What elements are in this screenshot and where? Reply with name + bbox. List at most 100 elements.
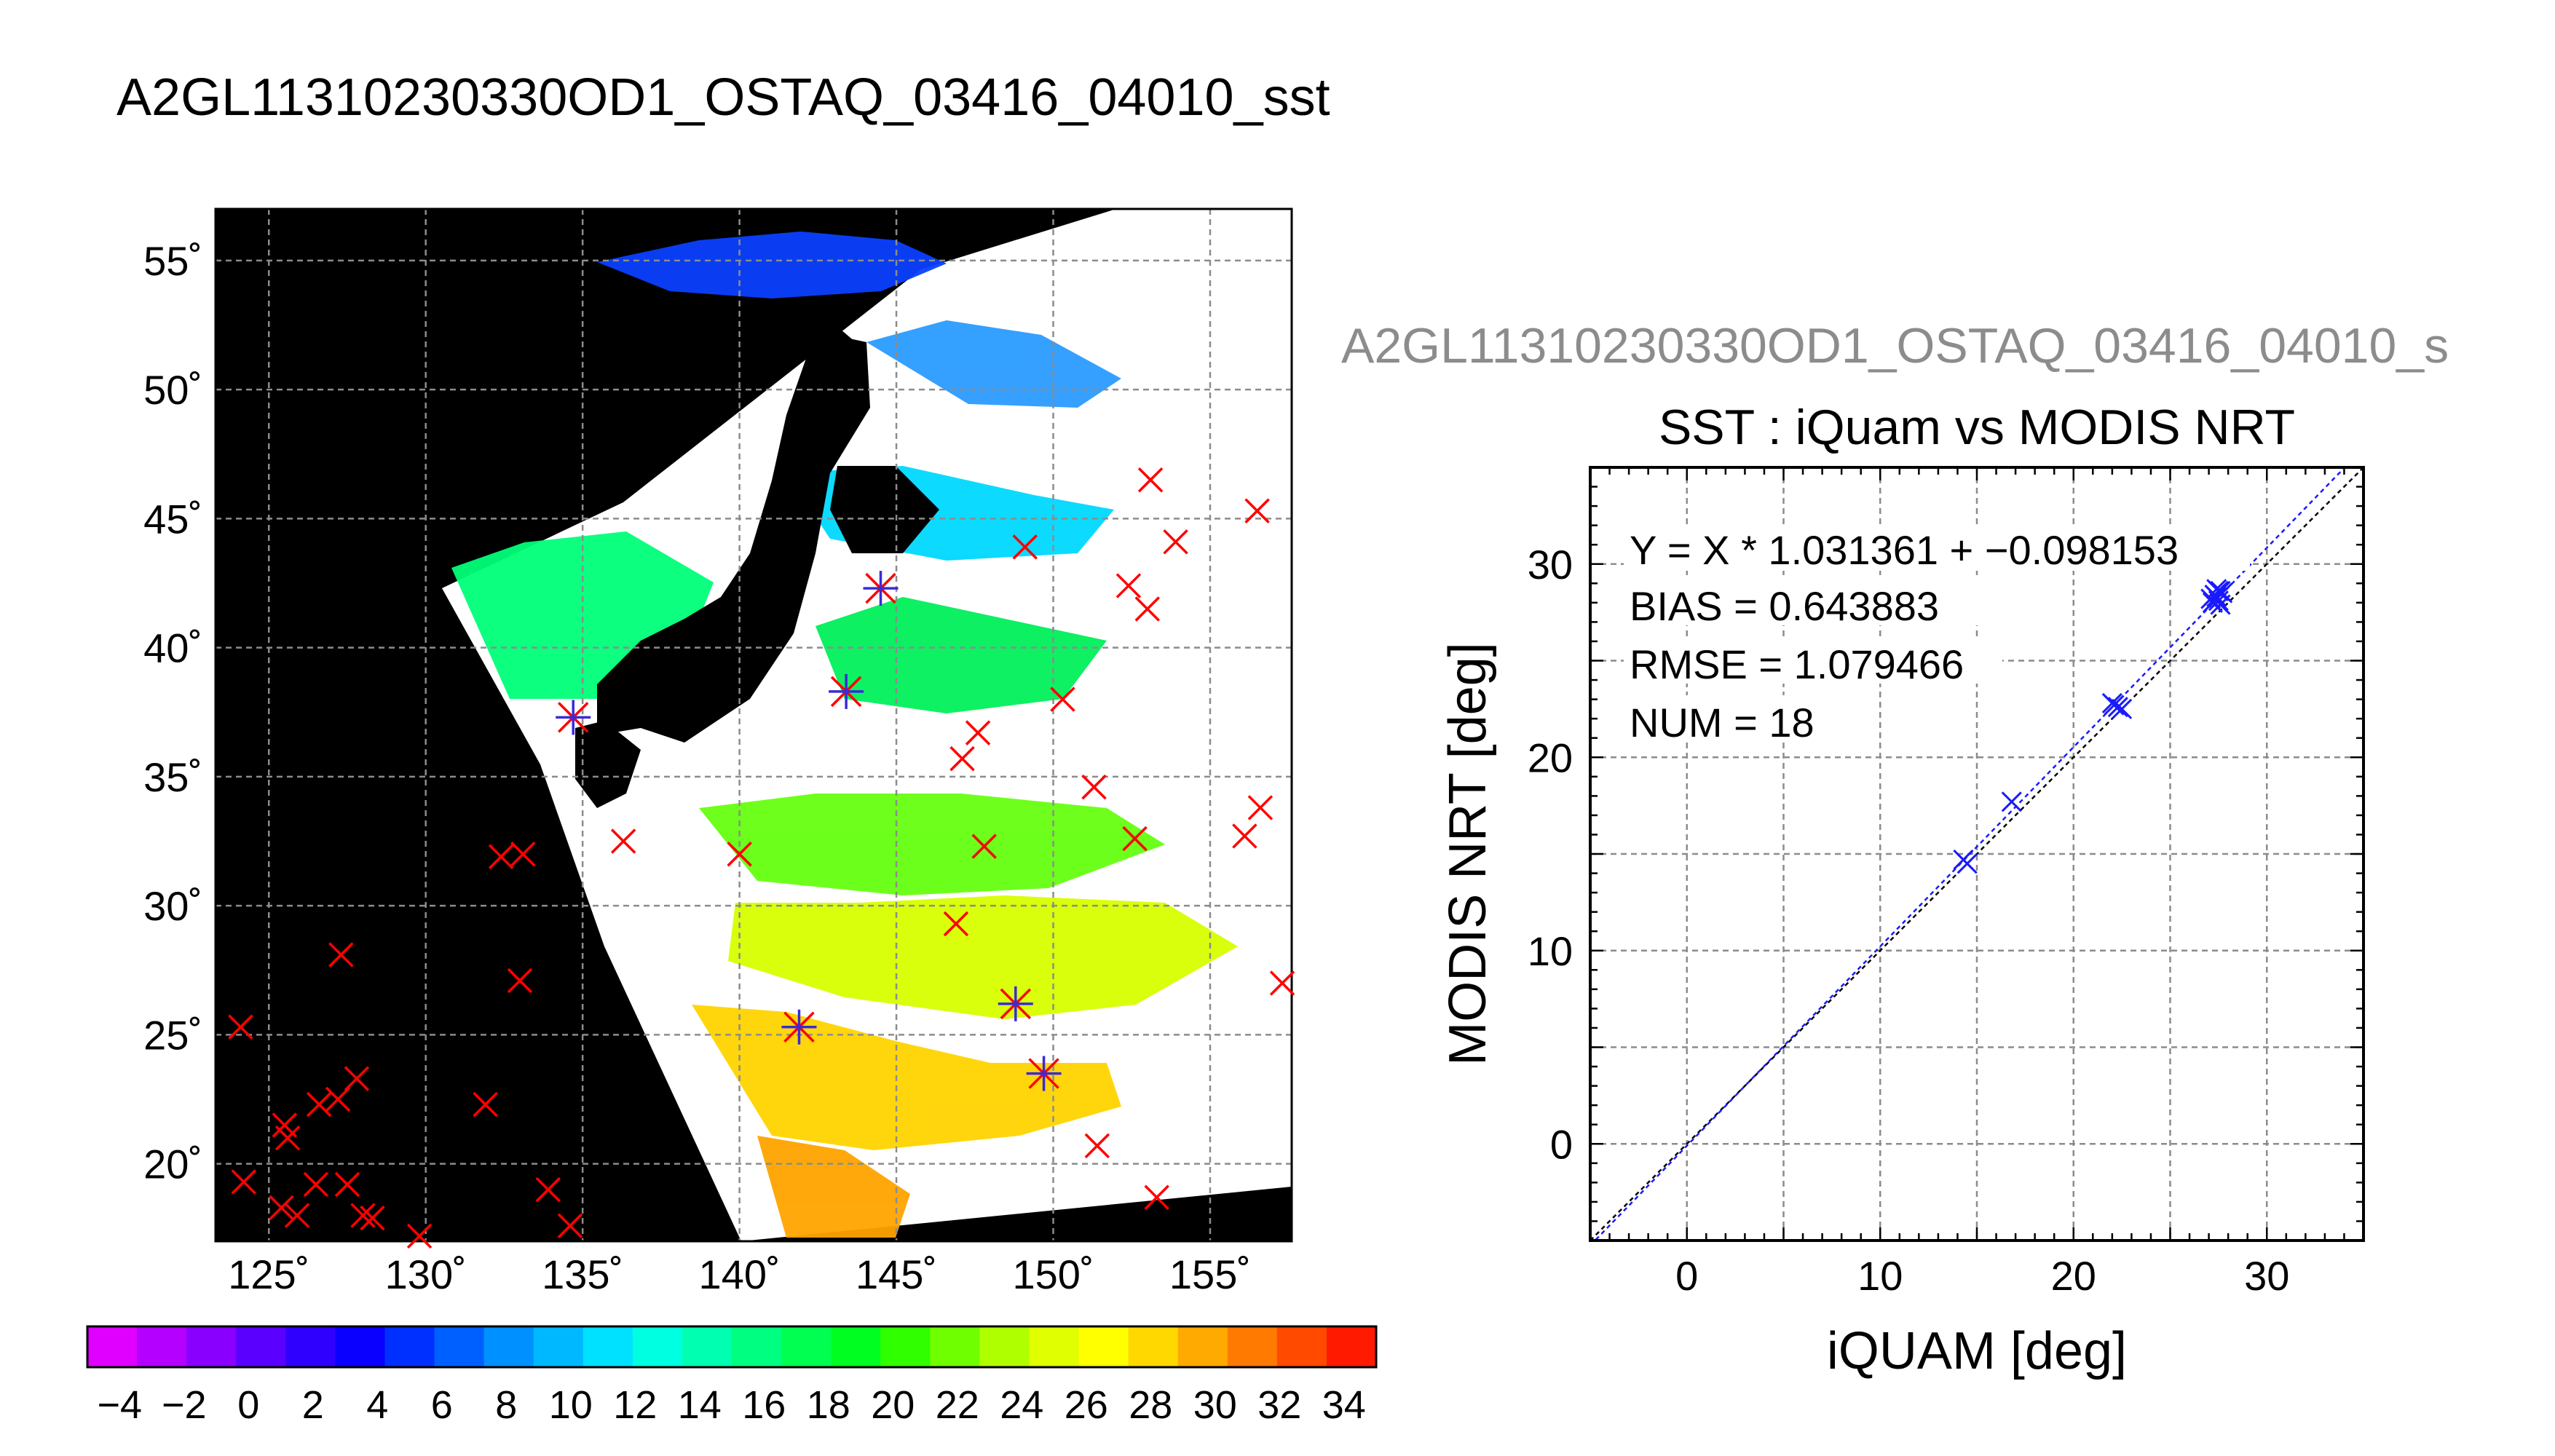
map-lat-tick-label: 50˚: [143, 367, 202, 413]
colorbar-block: [434, 1326, 485, 1367]
colorbar-block: [1177, 1326, 1228, 1367]
stats-box: Y = X * 1.031361 + −0.098153 BIAS = 0.64…: [1624, 524, 2250, 745]
matchup-marker-red: [1081, 774, 1107, 800]
colorbar-blocks: [87, 1326, 1377, 1367]
sst-region-north: [597, 232, 947, 298]
matchup-marker-red: [473, 1091, 498, 1117]
data-point: [2208, 580, 2229, 601]
map-lon-labels: 125˚ 130˚ 135˚ 140˚ 145˚ 150˚ 155˚: [228, 1251, 1251, 1297]
matchup-marker-red: [535, 1176, 561, 1203]
x-tick-label: 0: [1675, 1253, 1698, 1299]
colorbar-block: [1227, 1326, 1278, 1367]
colorbar-block: [979, 1326, 1030, 1367]
matchup-marker-red: [1122, 826, 1148, 852]
x-tick-label: 10: [1857, 1253, 1903, 1299]
colorbar-block: [781, 1326, 832, 1367]
colorbar-block: [880, 1326, 931, 1367]
matchup-marker-used: [998, 986, 1033, 1021]
colorbar-block: [1029, 1326, 1080, 1367]
matchup-marker-red: [1012, 534, 1038, 560]
matchup-marker-red: [1115, 573, 1142, 598]
sst-region-mid2: [816, 597, 1107, 713]
matchup-marker-red: [334, 1171, 360, 1198]
colorbar-block: [732, 1326, 782, 1367]
matchup-marker-red: [949, 745, 975, 772]
sst-region-warm: [699, 794, 1165, 895]
one-to-one-line: [1590, 467, 2364, 1241]
colorbar-tick-label: 30: [1193, 1383, 1237, 1427]
colorbar-block: [831, 1326, 881, 1367]
stats-num: NUM = 18: [1630, 700, 1814, 745]
matchup-marker-red: [344, 1066, 370, 1091]
colorbar-block: [682, 1326, 732, 1367]
y-tick-label: 20: [1528, 735, 1573, 780]
matchup-marker-red: [965, 720, 991, 745]
map-lon-tick-label: 145˚: [856, 1251, 937, 1297]
matchup-marker-used: [829, 673, 864, 709]
matchup-marker-red: [1084, 1133, 1110, 1159]
colorbar-block: [1128, 1326, 1179, 1367]
map-lon-tick-label: 150˚: [1012, 1251, 1094, 1297]
colorbar-block: [186, 1326, 237, 1367]
colorbar-tick-label: 32: [1257, 1383, 1301, 1427]
map-frame: [214, 207, 1293, 1243]
matchup-marker-red: [275, 1125, 301, 1151]
colorbar-block: [1276, 1326, 1327, 1367]
map-lat-tick-label: 40˚: [143, 625, 202, 671]
colorbar: −4 −2 0 2 4 6 8 10 12 14 16 18 20 22 24 26 28 30 32 34: [86, 1325, 1378, 1427]
stats-bg-0: [1624, 524, 2250, 571]
plot-frame: [1589, 466, 2365, 1242]
colorbar-tick-label: 26: [1065, 1383, 1108, 1427]
matchup-marker-red: [1144, 1184, 1169, 1210]
land-kyushu-shikoku: [575, 721, 641, 808]
colorbar-frame: [86, 1325, 1378, 1369]
data-point: [2001, 791, 2022, 812]
matchup-marker-red: [507, 968, 533, 994]
data-point: [2112, 698, 2133, 719]
matchup-marker-red: [350, 1203, 376, 1228]
matchup-marker-red: [1244, 498, 1270, 524]
matchup-marker-red: [269, 1195, 294, 1221]
colorbar-tick-label: 20: [871, 1383, 915, 1427]
matchup-marker-red: [1269, 970, 1295, 996]
matchup-marker-used: [781, 1009, 817, 1045]
matchup-marker-red: [510, 842, 536, 867]
matchup-markers: [228, 467, 1295, 1249]
matchup-marker-red: [328, 942, 354, 968]
scatter-grid: [1590, 467, 2364, 1241]
scatter-header: A2GL11310230330OD1_OSTAQ_03416_04010_s: [1341, 318, 2449, 373]
matchup-marker-red: [1163, 529, 1188, 555]
map-lat-tick-label: 35˚: [143, 754, 202, 800]
matchup-marker-used: [863, 571, 899, 606]
map-lon-tick-label: 135˚: [542, 1251, 623, 1297]
land-honshu: [597, 331, 870, 743]
colorbar-block: [1078, 1326, 1129, 1367]
map-lon-tick-label: 125˚: [228, 1251, 309, 1297]
map-lat-tick-label: 20˚: [143, 1142, 202, 1187]
colorbar-tick-label: 24: [1000, 1383, 1043, 1427]
colorbar-block: [483, 1326, 534, 1367]
x-tick-label: 20: [2051, 1253, 2096, 1299]
colorbar-block: [87, 1326, 138, 1367]
colorbar-block: [1326, 1326, 1377, 1367]
colorbar-tick-label: 18: [807, 1383, 850, 1427]
chart-title: SST : iQuam vs MODIS NRT: [1659, 400, 2295, 455]
matchup-marker-red: [557, 1213, 583, 1238]
matchup-marker-red: [406, 1223, 433, 1249]
stats-bg-2: [1624, 637, 2002, 684]
colorbar-tick-label: 0: [237, 1383, 259, 1427]
matchup-marker-red: [943, 911, 969, 937]
colorbar-block: [285, 1326, 336, 1367]
land-sakhalin: [808, 320, 856, 466]
matchup-marker-red: [325, 1086, 351, 1112]
map-lat-tick-label: 25˚: [143, 1012, 202, 1058]
colorbar-tick-label: 16: [742, 1383, 786, 1427]
colorbar-tick-label: −2: [162, 1383, 207, 1427]
matchup-marker-red: [1050, 687, 1075, 712]
colorbar-tick-label: 4: [366, 1383, 388, 1427]
map-lon-tick-label: 130˚: [385, 1251, 467, 1297]
colorbar-tick-label: 2: [302, 1383, 324, 1427]
map-lat-tick-label: 30˚: [143, 883, 202, 929]
regression-line: [1593, 467, 2347, 1241]
